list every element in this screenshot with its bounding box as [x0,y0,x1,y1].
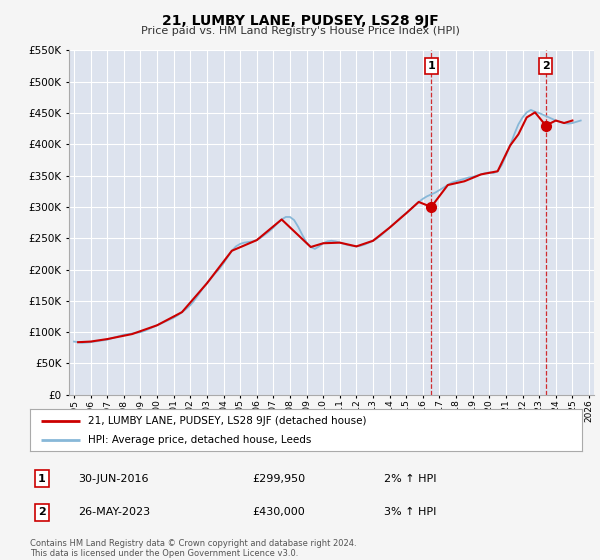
Text: Contains HM Land Registry data © Crown copyright and database right 2024.
This d: Contains HM Land Registry data © Crown c… [30,539,356,558]
Text: 26-MAY-2023: 26-MAY-2023 [78,507,150,517]
Text: 2% ↑ HPI: 2% ↑ HPI [384,474,437,484]
Text: 3% ↑ HPI: 3% ↑ HPI [384,507,436,517]
Text: 21, LUMBY LANE, PUDSEY, LS28 9JF (detached house): 21, LUMBY LANE, PUDSEY, LS28 9JF (detach… [88,416,367,426]
Text: 2: 2 [542,60,550,71]
Text: Price paid vs. HM Land Registry's House Price Index (HPI): Price paid vs. HM Land Registry's House … [140,26,460,36]
Text: 1: 1 [38,474,46,484]
Text: £430,000: £430,000 [252,507,305,517]
Text: £299,950: £299,950 [252,474,305,484]
Text: 21, LUMBY LANE, PUDSEY, LS28 9JF: 21, LUMBY LANE, PUDSEY, LS28 9JF [161,14,439,28]
Text: HPI: Average price, detached house, Leeds: HPI: Average price, detached house, Leed… [88,435,311,445]
Text: 1: 1 [427,60,435,71]
Text: 2: 2 [38,507,46,517]
Text: 30-JUN-2016: 30-JUN-2016 [78,474,149,484]
